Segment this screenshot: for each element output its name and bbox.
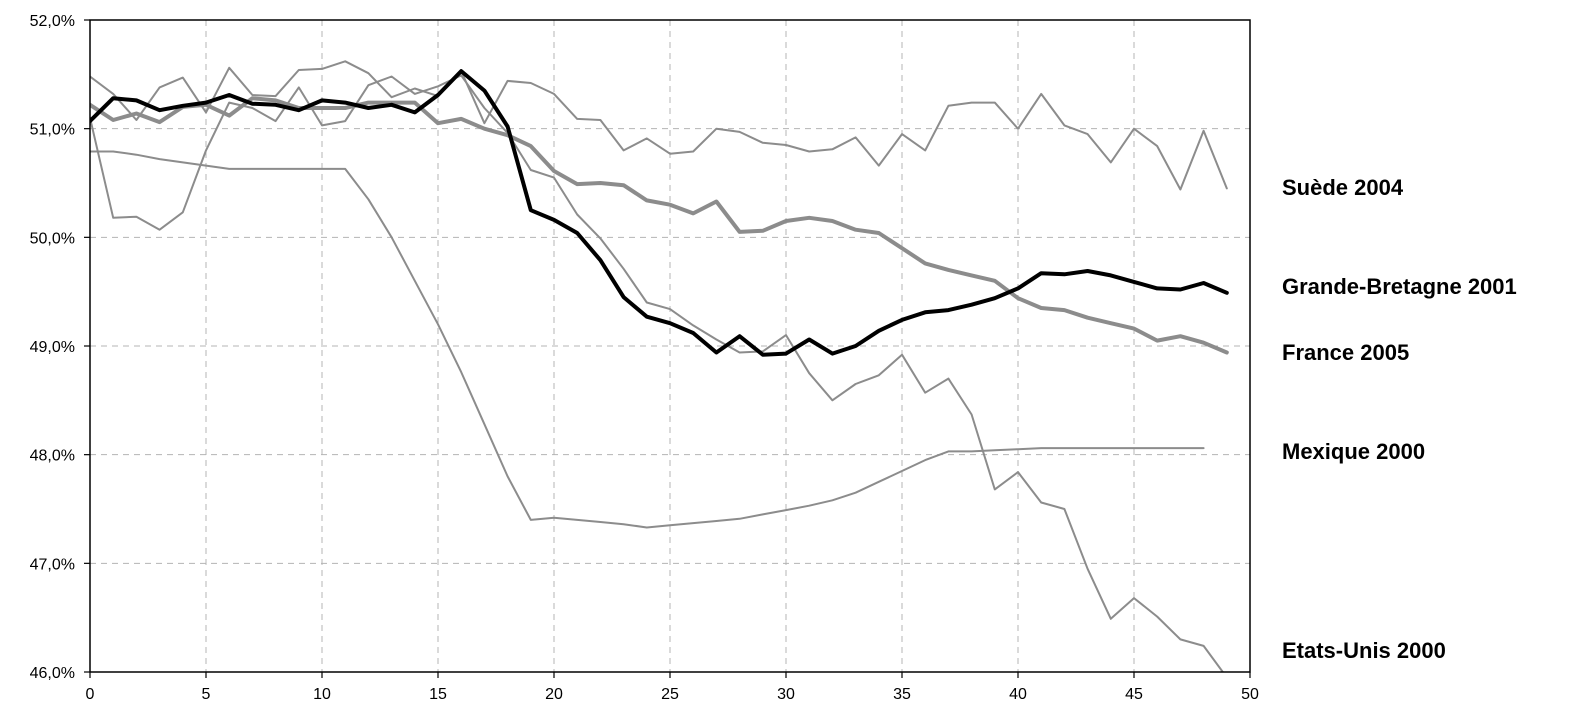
- series-line-france-2005: [90, 96, 1229, 355]
- series-label-etats-unis: Etats-Unis 2000: [1282, 638, 1446, 663]
- y-tick-label: 48,0%: [30, 448, 75, 465]
- series-label-france: France 2005: [1282, 340, 1410, 365]
- series-line-grande-bretagne-2001: [90, 69, 1229, 357]
- series-label-mexique: Mexique 2000: [1282, 439, 1426, 464]
- series-lines: [90, 60, 1229, 672]
- y-tick-label: 50,0%: [30, 230, 75, 247]
- x-tick-label: 15: [429, 686, 447, 703]
- x-tick-label: 50: [1241, 686, 1259, 703]
- series-label-grande-bretagne: Grande-Bretagne 2001: [1282, 274, 1517, 299]
- y-tick-label: 47,0%: [30, 556, 75, 573]
- y-tick-label: 52,0%: [30, 13, 75, 30]
- x-tick-label: 10: [313, 686, 331, 703]
- series-line-etats-unis-2000: [90, 74, 1225, 672]
- y-tick-label: 46,0%: [30, 665, 75, 682]
- x-tick-label: 0: [86, 686, 95, 703]
- x-tick-label: 40: [1009, 686, 1027, 703]
- x-tick-label: 5: [202, 686, 211, 703]
- gridlines: [90, 20, 1250, 672]
- x-tick-label: 35: [893, 686, 911, 703]
- x-tick-label: 45: [1125, 686, 1143, 703]
- x-tick-label: 20: [545, 686, 563, 703]
- x-tick-label: 30: [777, 686, 795, 703]
- x-tick-label: 25: [661, 686, 679, 703]
- series-line-suede-2004: [90, 60, 1228, 191]
- axis-ticks: 0 5 10 15 20 25 30 35 40 45 50 46,0% 47,0% 48,0% 49,0%…: [30, 13, 1259, 703]
- y-tick-label: 51,0%: [30, 122, 75, 139]
- y-tick-label: 49,0%: [30, 339, 75, 356]
- series-line-mexique-2000: [90, 150, 1205, 529]
- series-label-suede: Suède 2004: [1282, 175, 1404, 200]
